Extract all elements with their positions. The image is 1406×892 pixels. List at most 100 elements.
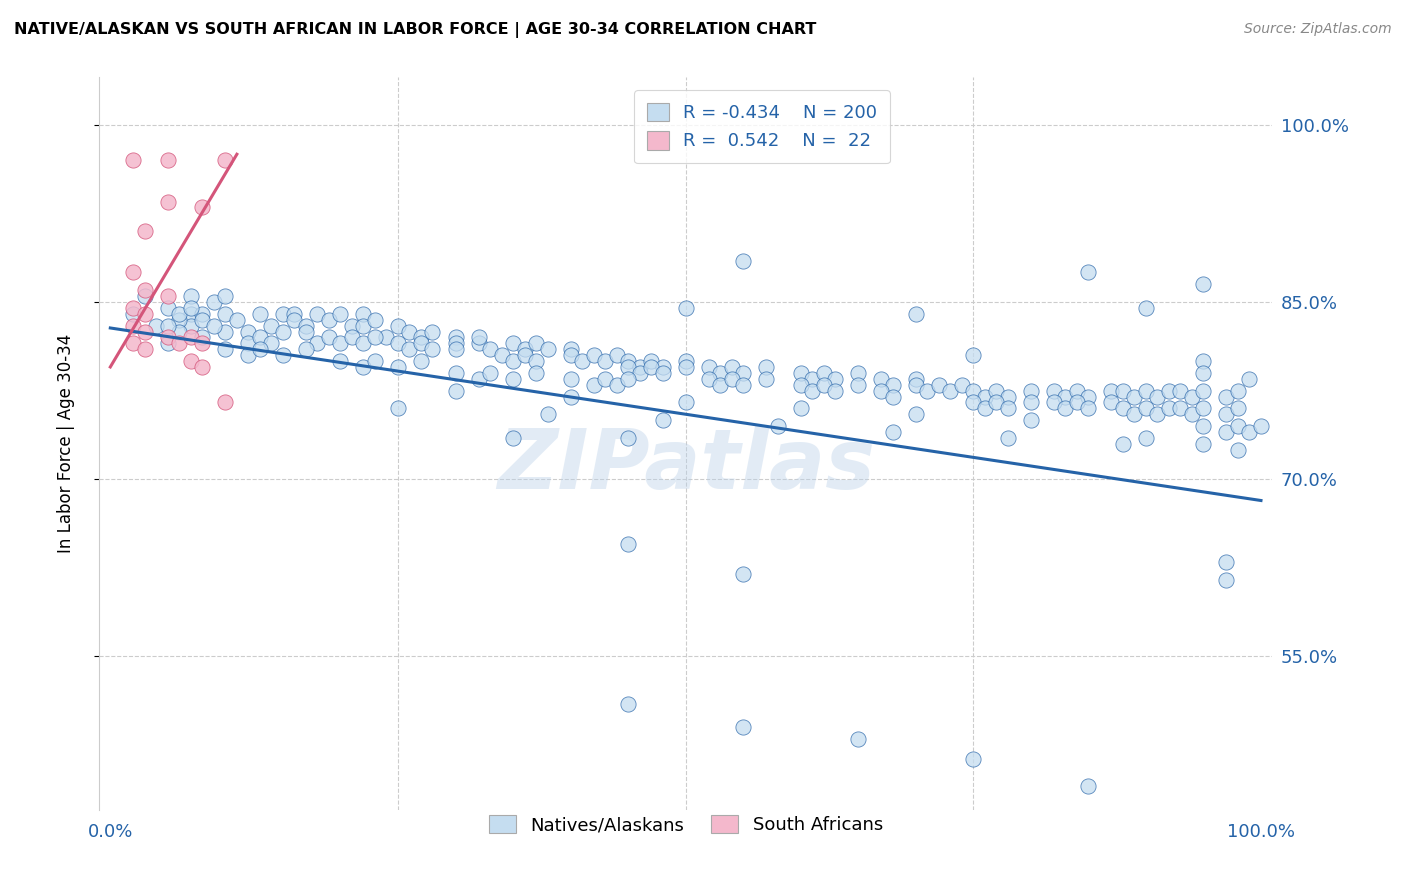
Point [1192,277,1215,292]
Point [122,301,145,315]
Point [571,354,593,368]
Point [122,318,145,333]
Point [191,307,214,321]
Point [651,366,673,380]
Point [651,413,673,427]
Point [122,336,145,351]
Point [997,390,1019,404]
Point [904,407,927,421]
Point [1192,384,1215,398]
Point [214,307,236,321]
Point [582,377,605,392]
Point [364,330,387,344]
Point [1226,384,1249,398]
Point [156,318,179,333]
Legend: Natives/Alaskans, South Africans: Natives/Alaskans, South Africans [481,807,890,841]
Point [824,372,846,386]
Point [962,752,984,766]
Point [444,366,467,380]
Point [260,318,283,333]
Point [271,307,294,321]
Point [444,330,467,344]
Point [846,732,869,747]
Point [249,307,271,321]
Point [582,348,605,362]
Point [225,312,247,326]
Point [813,377,835,392]
Point [524,354,547,368]
Point [122,153,145,168]
Point [882,425,904,439]
Point [398,325,420,339]
Point [697,359,720,374]
Point [1157,401,1180,416]
Point [156,289,179,303]
Point [214,325,236,339]
Point [444,343,467,357]
Point [904,372,927,386]
Point [1099,384,1122,398]
Point [651,359,673,374]
Point [1123,390,1146,404]
Point [156,336,179,351]
Point [122,307,145,321]
Point [340,318,363,333]
Point [502,336,524,351]
Point [169,325,191,339]
Point [1157,384,1180,398]
Point [409,354,432,368]
Point [1066,384,1088,398]
Point [169,336,191,351]
Point [628,359,651,374]
Point [617,537,640,551]
Y-axis label: In Labor Force | Age 30-34: In Labor Force | Age 30-34 [58,334,75,553]
Point [479,366,502,380]
Point [675,395,697,409]
Point [1077,390,1099,404]
Point [536,343,558,357]
Point [593,354,616,368]
Point [329,307,352,321]
Point [1135,384,1157,398]
Point [387,336,409,351]
Point [1112,384,1135,398]
Point [352,307,374,321]
Point [733,366,755,380]
Point [502,372,524,386]
Point [191,336,214,351]
Point [560,372,582,386]
Point [180,354,202,368]
Point [1112,401,1135,416]
Point [295,343,318,357]
Point [617,372,640,386]
Point [709,366,731,380]
Point [352,336,374,351]
Point [789,377,811,392]
Point [214,395,236,409]
Point [467,336,489,351]
Point [502,354,524,368]
Point [295,325,318,339]
Point [755,372,778,386]
Point [387,359,409,374]
Point [444,384,467,398]
Point [1077,780,1099,794]
Point [191,330,214,344]
Point [720,372,742,386]
Point [180,289,202,303]
Point [1043,384,1066,398]
Point [697,372,720,386]
Point [733,377,755,392]
Point [950,377,973,392]
Point [1077,265,1099,279]
Point [156,153,179,168]
Point [364,312,387,326]
Point [249,330,271,344]
Point [1019,395,1042,409]
Point [789,401,811,416]
Point [801,372,824,386]
Point [973,401,995,416]
Point [375,330,398,344]
Point [214,153,236,168]
Point [479,343,502,357]
